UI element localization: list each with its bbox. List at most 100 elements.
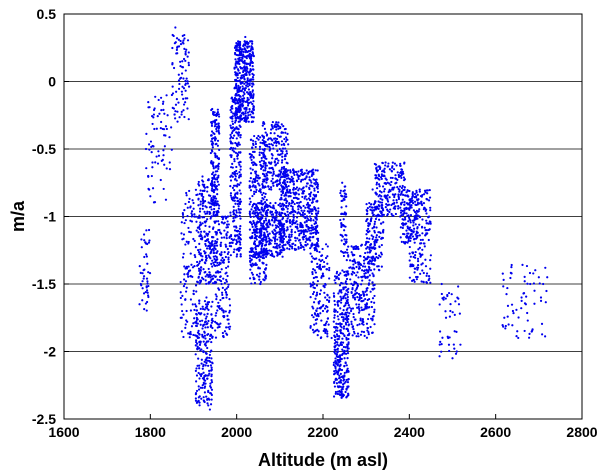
data-point	[374, 176, 378, 179]
data-point	[344, 346, 347, 349]
data-point	[236, 101, 239, 105]
data-point	[282, 244, 285, 247]
data-point	[239, 105, 242, 109]
data-point	[226, 333, 229, 336]
data-point	[206, 326, 209, 329]
data-point	[234, 202, 237, 205]
data-point	[255, 252, 258, 255]
data-point	[219, 270, 222, 274]
data-point	[403, 200, 406, 204]
data-point	[263, 207, 267, 210]
data-point	[408, 218, 411, 221]
data-point	[184, 89, 187, 92]
data-point	[239, 247, 242, 250]
data-point	[545, 289, 548, 293]
data-point	[141, 287, 144, 290]
data-point	[286, 247, 289, 250]
data-point	[528, 332, 531, 336]
data-point	[194, 399, 198, 402]
data-point	[234, 106, 238, 110]
data-point	[279, 170, 283, 173]
data-point	[210, 366, 213, 369]
data-point	[179, 43, 183, 46]
data-point	[258, 184, 261, 187]
data-point	[140, 238, 143, 241]
data-point	[266, 233, 270, 236]
data-point	[209, 217, 212, 220]
data-point	[265, 240, 269, 243]
data-point	[335, 325, 338, 329]
data-point	[510, 263, 513, 267]
data-point	[192, 322, 195, 325]
data-point	[532, 282, 536, 285]
data-point	[238, 50, 241, 53]
data-point	[244, 73, 247, 76]
data-point	[247, 120, 250, 123]
data-point	[201, 276, 204, 279]
data-point	[336, 310, 339, 314]
data-point	[308, 211, 311, 214]
data-point	[251, 235, 254, 238]
data-point	[291, 207, 294, 211]
data-point	[309, 232, 312, 235]
data-point	[279, 232, 283, 235]
data-point	[345, 371, 348, 374]
data-point	[512, 312, 515, 315]
data-point	[210, 398, 213, 401]
data-point	[347, 314, 350, 318]
data-point	[191, 266, 195, 269]
data-point	[261, 239, 264, 243]
data-point	[243, 89, 247, 92]
data-point	[271, 230, 274, 233]
data-point	[206, 234, 209, 237]
data-point	[241, 87, 244, 91]
data-point	[424, 229, 427, 232]
data-point	[511, 324, 514, 327]
data-point	[375, 234, 378, 237]
data-point	[347, 329, 350, 333]
data-point	[418, 208, 421, 211]
data-point	[199, 323, 202, 326]
data-point	[447, 343, 451, 346]
data-point	[249, 268, 252, 271]
data-point	[223, 288, 227, 291]
data-point	[289, 181, 292, 184]
data-point	[196, 260, 199, 264]
data-point	[290, 228, 293, 231]
data-point	[201, 204, 204, 207]
data-point	[186, 214, 189, 218]
data-point	[414, 216, 417, 219]
data-point	[315, 314, 318, 317]
data-point	[208, 356, 211, 359]
data-point	[252, 143, 255, 147]
data-point	[373, 308, 376, 311]
data-point	[215, 251, 218, 254]
data-point	[345, 289, 348, 292]
data-point	[227, 285, 230, 289]
data-point	[210, 149, 214, 152]
data-point	[210, 393, 213, 397]
data-point	[301, 171, 304, 174]
data-point	[267, 137, 270, 140]
data-point	[406, 225, 409, 228]
data-point	[202, 201, 205, 205]
data-point	[407, 237, 410, 241]
data-point	[326, 317, 329, 320]
data-point	[188, 197, 191, 200]
data-point	[213, 264, 217, 267]
data-point	[297, 211, 300, 214]
data-point	[352, 327, 355, 331]
data-point	[306, 206, 309, 209]
data-point	[254, 248, 257, 251]
data-point	[183, 273, 186, 276]
data-point	[154, 161, 157, 164]
data-point	[298, 187, 301, 190]
data-point	[340, 234, 344, 237]
data-point	[264, 227, 267, 230]
data-point	[210, 368, 213, 371]
data-point	[274, 201, 277, 205]
data-point	[186, 80, 189, 83]
data-point	[319, 312, 322, 315]
data-point	[198, 364, 201, 367]
data-point	[394, 182, 397, 185]
